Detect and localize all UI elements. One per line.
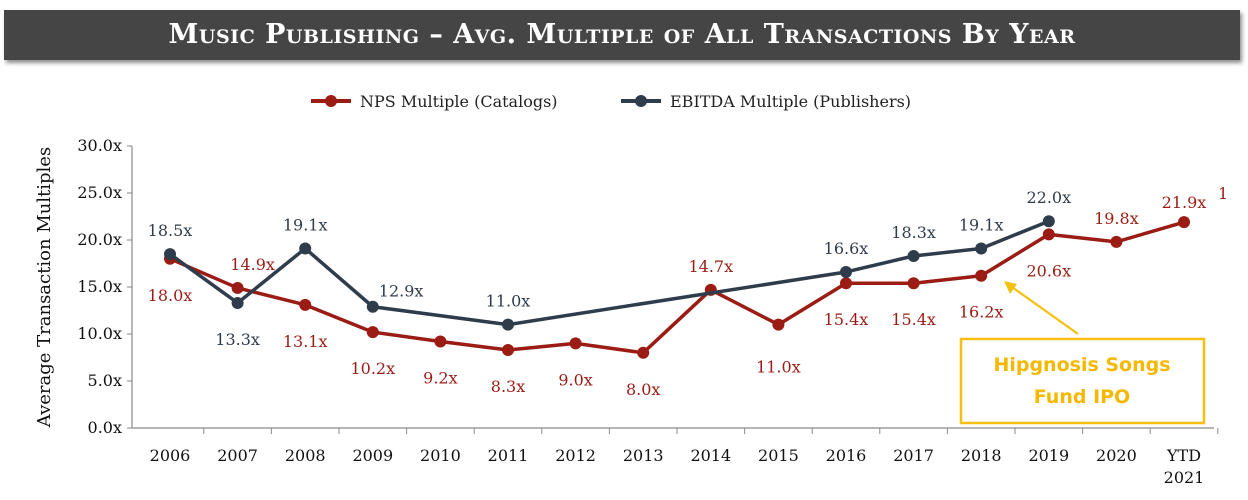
nps-data-label: 19.8x [1094, 209, 1139, 228]
legend-nps-marker [325, 95, 337, 107]
ebitda-data-label: 11.0x [486, 292, 531, 311]
x-tick-label: 2009 [352, 446, 393, 465]
nps-data-label: 14.7x [688, 257, 733, 276]
title-banner: Music Publishing – Avg. Multiple of All … [4, 10, 1240, 60]
x-tick-label: 2016 [826, 446, 867, 465]
callout-line2: Fund IPO [1034, 386, 1130, 408]
x-tick-label: 2017 [893, 446, 934, 465]
legend-nps-label: NPS Multiple (Catalogs) [360, 92, 558, 111]
chart-title: Music Publishing – Avg. Multiple of All … [168, 19, 1076, 50]
nps-series-marker [366, 326, 379, 339]
y-tick-label: 0.0x [88, 418, 122, 437]
nps-series-marker [569, 337, 582, 350]
nps-series-marker [975, 269, 988, 282]
ebitda-series-marker [164, 248, 176, 261]
x-tick-label: 2006 [150, 446, 191, 465]
legend-ebitda-marker [635, 95, 647, 107]
nps-data-label: 8.3x [491, 377, 525, 396]
nps-data-label: 8.0x [626, 380, 660, 399]
ebitda-series-marker [299, 242, 312, 255]
y-tick-label: 5.0x [88, 371, 122, 390]
nps-series-marker [502, 343, 514, 356]
x-tick-label: 2018 [961, 446, 1002, 465]
nps-series-marker [1110, 235, 1123, 248]
ebitda-series-marker [502, 318, 514, 331]
ebitda-series-marker [231, 296, 244, 309]
nps-data-label: 20.6x [1026, 261, 1071, 280]
x-tick-label: 2015 [758, 446, 799, 465]
ebitda-data-label: 16.6x [824, 239, 869, 258]
x-tick-label: 2008 [285, 446, 326, 465]
ebitda-data-label: 19.1x [283, 215, 328, 234]
x-tick-label: 2012 [555, 446, 596, 465]
callout-line1: Hipgnosis Songs [993, 354, 1170, 376]
legend-ebitda-label: EBITDA Multiple (Publishers) [670, 92, 911, 111]
y-tick-label: 25.0x [77, 183, 122, 202]
nps-data-label: 10.2x [350, 359, 395, 378]
ebitda-data-label: 19.1x [959, 215, 1004, 234]
nps-data-label: 16.2x [959, 303, 1004, 322]
x-tick-label: 2014 [690, 446, 731, 465]
ebitda-data-label: 12.9x [379, 282, 424, 301]
nps-data-label: 18.0x [148, 286, 193, 305]
ebitda-series-marker [366, 300, 379, 313]
callout-arrowhead [1004, 281, 1017, 294]
nps-data-label: 21.9x [1162, 193, 1207, 212]
nps-data-label: 9.2x [423, 369, 457, 388]
nps-series-marker [299, 298, 312, 311]
callout-arrow [1011, 286, 1079, 335]
x-tick-label: 2007 [217, 446, 258, 465]
x-tick-label: 2019 [1028, 446, 1069, 465]
y-tick-label: 30.0x [77, 136, 122, 155]
nps-data-label: 15.4x [891, 310, 936, 329]
nps-series-marker [231, 281, 244, 294]
x-tick-label: 2013 [623, 446, 664, 465]
ebitda-series-marker [975, 242, 988, 255]
ebitda-data-label: 22.0x [1026, 188, 1071, 207]
nps-data-label: 15.4x [824, 310, 869, 329]
nps-series-line [169, 220, 1185, 355]
ebitda-data-label: 18.5x [148, 221, 193, 240]
nps-data-label: 9.0x [558, 370, 592, 389]
nps-series-marker [1178, 216, 1190, 229]
nps-data-label: 11.0x [756, 358, 801, 377]
y-tick-label: 20.0x [77, 230, 122, 249]
y-tick-label: 15.0x [77, 277, 122, 296]
nps-series-marker [434, 335, 447, 348]
ebitda-series-marker [840, 265, 852, 278]
footnote-marker: 1 [1218, 184, 1228, 203]
y-axis-title: Average Transaction Multiples [34, 147, 55, 428]
nps-series-marker [840, 277, 852, 290]
x-tick-label: 2020 [1096, 446, 1137, 465]
ebitda-series-marker [907, 249, 920, 262]
callout-box [959, 337, 1206, 425]
nps-series-marker [772, 318, 785, 331]
ebitda-data-label: 18.3x [891, 223, 936, 242]
x-tick-label: YTD 2021 [1164, 446, 1205, 487]
x-tick-label: 2011 [488, 446, 529, 465]
nps-series-marker [907, 277, 920, 290]
ebitda-data-label: 13.3x [215, 330, 260, 349]
nps-series-marker [637, 346, 650, 359]
nps-data-label: 14.9x [230, 255, 275, 274]
nps-data-label: 13.1x [283, 332, 328, 351]
ebitda-series-marker [1042, 215, 1055, 228]
y-tick-label: 10.0x [77, 324, 122, 343]
x-tick-label: 2010 [420, 446, 461, 465]
nps-series-marker [1042, 228, 1055, 241]
